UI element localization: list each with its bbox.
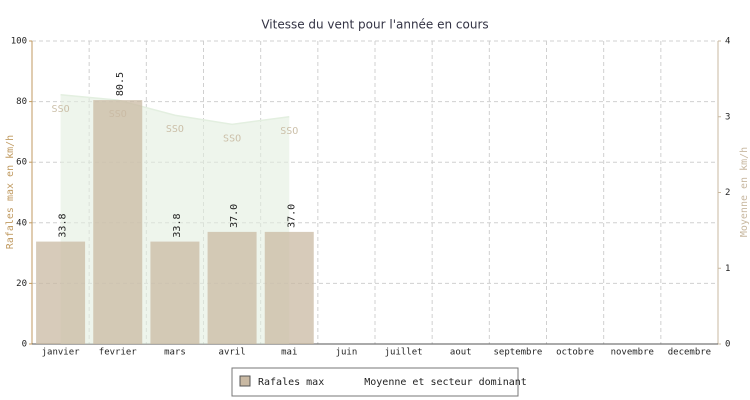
bar (264, 231, 314, 344)
x-tick-label: decembre (668, 348, 711, 358)
legend-label: Rafales max (258, 377, 324, 388)
legend (231, 367, 519, 397)
y-axis-label: Rafales max en km/h (5, 135, 16, 249)
bar (150, 241, 200, 344)
y2-tick-label: 2 (725, 188, 730, 198)
chart-title: Vitesse du vent pour l'année en cours (261, 18, 488, 32)
x-tick-label: novembre (611, 348, 654, 358)
bar (36, 241, 86, 344)
area-line (60, 94, 290, 126)
x-tick-label: janvier (42, 348, 81, 358)
point-label: SSO (223, 133, 241, 144)
value-label: 80.5 (115, 72, 126, 96)
x-tick-label: septembre (494, 348, 543, 358)
y-tick-label: 40 (16, 218, 27, 228)
point-label: SSO (280, 126, 298, 137)
x-tick-label: mars (164, 348, 186, 358)
legend-swatch (239, 375, 251, 387)
y-tick-label: 80 (16, 97, 27, 107)
y2-tick-label: 3 (725, 112, 730, 122)
x-tick-label: octobre (556, 348, 594, 358)
x-tick-label: juin (336, 348, 358, 358)
y-tick-label: 0 (22, 340, 27, 350)
y-tick-label: 100 (11, 37, 27, 47)
value-label: 33.8 (172, 213, 183, 237)
bar (207, 231, 257, 344)
x-tick-label: fevrier (99, 348, 138, 358)
value-label: 37.0 (286, 204, 297, 228)
value-label: 33.8 (58, 213, 69, 237)
x-tick-label: aout (450, 348, 472, 358)
legend-label: Moyenne et secteur dominant (364, 377, 527, 388)
x-tick-label: juillet (385, 348, 423, 358)
value-label: 37.0 (229, 204, 240, 228)
y2-tick-label: 4 (725, 37, 730, 47)
y-tick-label: 60 (16, 158, 27, 168)
point-label: SSO (52, 104, 70, 115)
y-tick-label: 20 (16, 279, 27, 289)
y2-axis-label: Moyenne en km/h (739, 147, 750, 237)
bar (93, 100, 143, 345)
point-label: SSO (166, 124, 184, 135)
x-tick-label: mai (281, 348, 297, 358)
x-tick-label: avril (219, 348, 246, 358)
y2-tick-label: 1 (725, 264, 730, 274)
y2-tick-label: 0 (725, 340, 730, 350)
